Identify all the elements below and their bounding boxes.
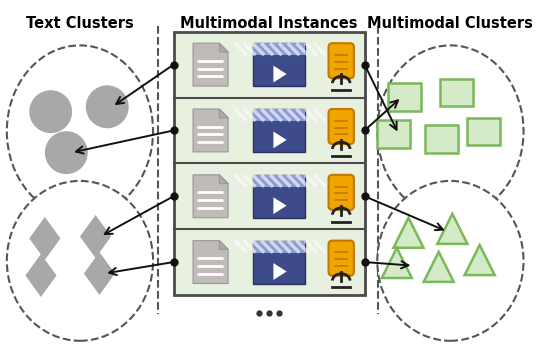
Ellipse shape (45, 131, 88, 174)
FancyBboxPatch shape (252, 109, 305, 121)
FancyBboxPatch shape (252, 175, 305, 218)
Polygon shape (193, 241, 228, 284)
FancyBboxPatch shape (328, 241, 354, 276)
Ellipse shape (7, 45, 153, 217)
FancyBboxPatch shape (252, 43, 305, 55)
Polygon shape (273, 131, 287, 148)
FancyBboxPatch shape (328, 43, 354, 78)
FancyBboxPatch shape (328, 109, 354, 144)
Text: Text Clusters: Text Clusters (26, 16, 134, 31)
Polygon shape (219, 43, 228, 52)
Polygon shape (193, 43, 228, 86)
Polygon shape (29, 217, 60, 260)
FancyBboxPatch shape (439, 79, 473, 106)
Polygon shape (219, 109, 228, 118)
Text: Multimodal Clusters: Multimodal Clusters (367, 16, 534, 31)
Ellipse shape (29, 90, 72, 133)
Polygon shape (393, 218, 424, 248)
Polygon shape (80, 215, 111, 258)
Ellipse shape (377, 45, 524, 217)
Polygon shape (219, 175, 228, 184)
Polygon shape (84, 252, 115, 295)
Polygon shape (424, 252, 454, 282)
FancyBboxPatch shape (425, 125, 458, 153)
Ellipse shape (7, 181, 153, 341)
FancyBboxPatch shape (252, 175, 305, 187)
Polygon shape (273, 263, 287, 280)
FancyBboxPatch shape (252, 241, 305, 253)
Polygon shape (465, 245, 494, 275)
Ellipse shape (377, 181, 524, 341)
Polygon shape (219, 241, 228, 249)
FancyBboxPatch shape (377, 120, 410, 148)
Polygon shape (437, 214, 467, 244)
FancyBboxPatch shape (328, 175, 354, 210)
Polygon shape (273, 66, 287, 82)
FancyBboxPatch shape (252, 109, 305, 152)
Polygon shape (193, 175, 228, 218)
Ellipse shape (86, 85, 129, 128)
Polygon shape (25, 254, 57, 297)
FancyBboxPatch shape (252, 43, 305, 86)
Polygon shape (193, 109, 228, 152)
FancyBboxPatch shape (174, 32, 365, 295)
FancyBboxPatch shape (252, 241, 305, 284)
Polygon shape (273, 197, 287, 214)
FancyBboxPatch shape (388, 84, 421, 111)
Polygon shape (382, 248, 412, 278)
Text: Multimodal Instances: Multimodal Instances (180, 16, 358, 31)
FancyBboxPatch shape (467, 118, 500, 145)
